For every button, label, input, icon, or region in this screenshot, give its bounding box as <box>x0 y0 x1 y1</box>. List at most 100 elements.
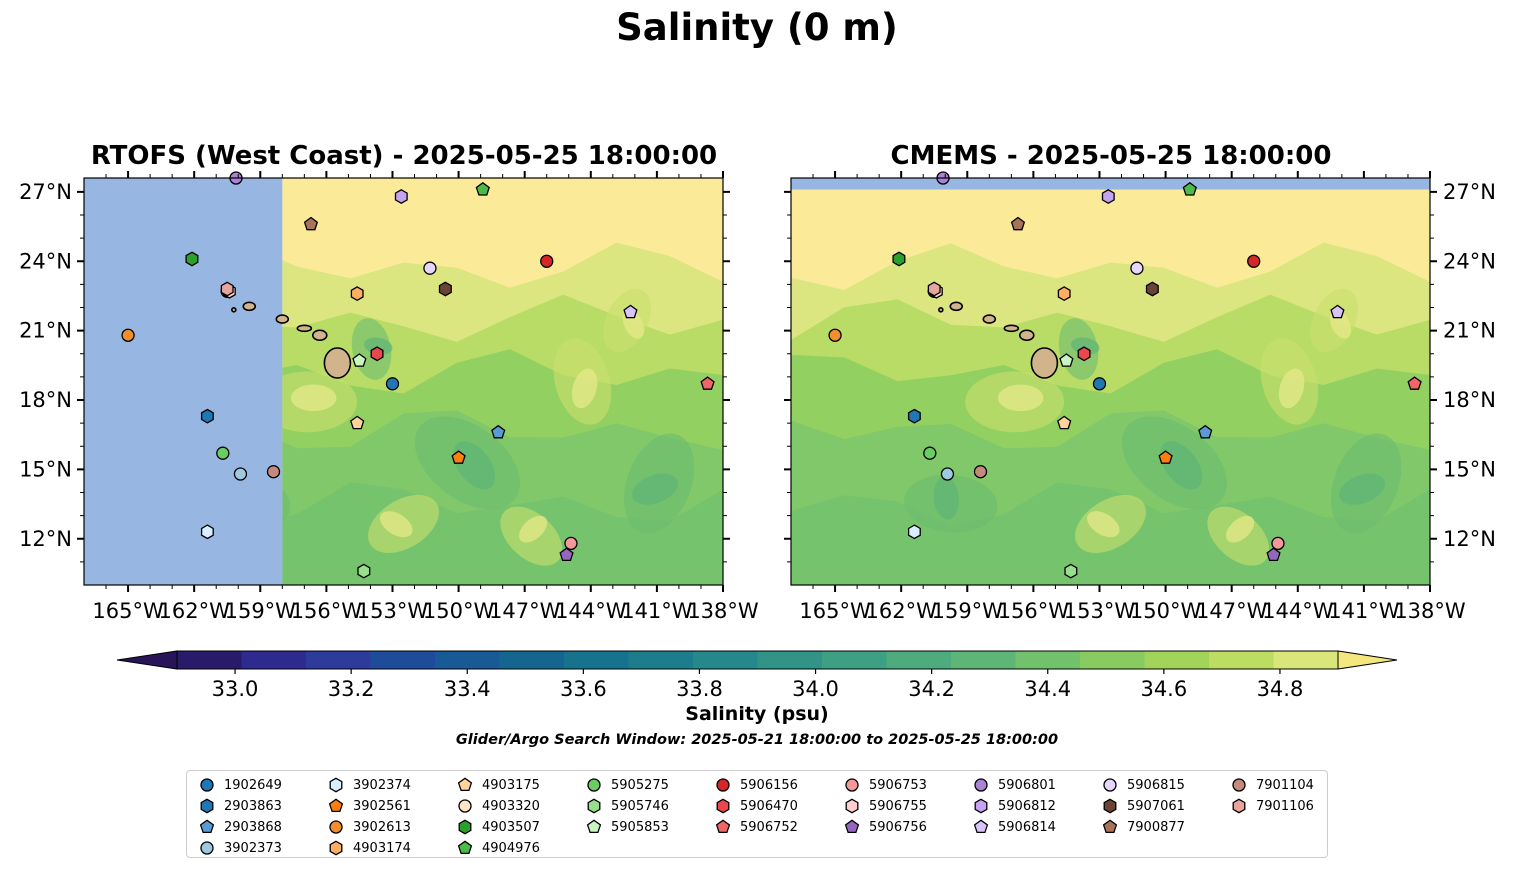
float-marker-7900877 <box>303 216 319 231</box>
colorbar-tick-label: 33.8 <box>676 677 723 701</box>
colorbar-segment <box>499 651 565 669</box>
float-marker-5906814 <box>623 304 638 319</box>
x-tick-label: 162°W <box>158 599 230 623</box>
legend-entry-7900877: 7900877 <box>1102 818 1185 836</box>
circle-marker-icon <box>1232 778 1246 792</box>
legend-label: 5907061 <box>1127 798 1185 814</box>
float-marker-5905746 <box>357 563 371 579</box>
float-marker-5906756 <box>844 819 860 834</box>
hexagon-marker-icon <box>716 798 730 814</box>
colorbar-tick-label: 34.6 <box>1140 677 1187 701</box>
colorbar-under-arrow <box>116 650 178 670</box>
x-tick-label: 138°W <box>1394 599 1466 623</box>
legend-entry-5905746: 5905746 <box>586 797 669 815</box>
legend-label: 5906756 <box>869 819 927 835</box>
legend-entry-5906470: 5906470 <box>715 797 798 815</box>
legend-label: 2903868 <box>224 819 282 835</box>
x-tick-label: 153°W <box>357 599 429 623</box>
float-marker-5907061 <box>438 281 452 297</box>
legend-label: 5905275 <box>611 777 669 793</box>
float-marker-3902373 <box>940 467 955 481</box>
x-tick-label: 150°W <box>423 599 495 623</box>
circle-marker-icon <box>329 820 343 834</box>
float-marker-5906814 <box>1330 304 1345 319</box>
rtofs-map-panel: 165°W162°W159°W156°W153°W150°W147°W144°W… <box>19 171 759 623</box>
legend-label: 5906753 <box>869 777 927 793</box>
float-marker-5905275 <box>587 778 601 792</box>
float-marker-3902374 <box>200 524 214 540</box>
float-marker-5906815 <box>1103 778 1117 792</box>
y-tick-label: 18°N <box>1443 388 1496 412</box>
float-marker-5905853 <box>1059 353 1074 367</box>
legend-entry-5906801: 5906801 <box>973 776 1056 794</box>
legend-entry-5906815: 5906815 <box>1102 776 1185 794</box>
float-marker-3902613 <box>329 820 343 834</box>
float-marker-5906753 <box>564 536 578 551</box>
float-marker-4903174 <box>329 840 343 856</box>
y-tick-label: 15°N <box>1443 457 1496 481</box>
float-marker-2903863 <box>200 408 214 424</box>
float-marker-2903863 <box>200 798 214 814</box>
y-tick-label: 12°N <box>1443 527 1496 551</box>
legend-label: 5906755 <box>869 798 927 814</box>
float-marker-2903868 <box>491 424 506 439</box>
colorbar-segment <box>241 651 307 669</box>
hexagon-marker-icon <box>329 777 343 793</box>
y-tick-label: 27°N <box>1443 180 1496 204</box>
x-tick-label: 147°W <box>1196 599 1268 623</box>
colorbar-tick-label: 34.2 <box>908 677 955 701</box>
float-marker-5905853 <box>352 353 367 367</box>
legend-entry-7901104: 7901104 <box>1231 776 1314 794</box>
colorbar-segment <box>951 651 1017 669</box>
pentagon-marker-icon <box>844 819 860 834</box>
float-marker-5905853 <box>586 819 602 834</box>
x-tick-label: 165°W <box>799 599 871 623</box>
legend-label: 4903174 <box>353 840 411 856</box>
float-marker-3902373 <box>233 467 248 481</box>
colorbar-segment <box>177 651 243 669</box>
legend-entry-3902613: 3902613 <box>328 818 411 836</box>
colorbar-segment <box>886 651 952 669</box>
float-marker-5906801 <box>974 778 988 792</box>
hexagon-marker-icon <box>329 840 343 856</box>
colorbar-over-arrow <box>1337 650 1398 670</box>
colorbar-segment <box>822 651 888 669</box>
x-tick-label: 141°W <box>621 599 693 623</box>
colorbar-tick-label: 34.4 <box>1024 677 1071 701</box>
search-window-caption: Glider/Argo Search Window: 2025-05-21 18… <box>455 732 1059 748</box>
float-marker-4903175 <box>1057 415 1072 430</box>
hawaii-island <box>323 347 352 379</box>
hawaii-island <box>1030 347 1059 379</box>
float-marker-5906470 <box>1077 346 1091 362</box>
float-marker-4903320 <box>458 799 472 813</box>
float-marker-7901104 <box>1232 778 1246 792</box>
pentagon-marker-icon <box>586 819 602 834</box>
legend-label: 1902649 <box>224 777 282 793</box>
hawaii-island <box>1018 329 1035 342</box>
x-tick-label: 141°W <box>1328 599 1400 623</box>
float-marker-7901106 <box>927 281 941 297</box>
legend-label: 7901104 <box>1256 777 1314 793</box>
float-marker-7900877 <box>1102 819 1118 834</box>
float-marker-3902613 <box>121 328 135 342</box>
legend-entry-4904976: 4904976 <box>457 839 540 857</box>
float-marker-1902649 <box>200 778 214 792</box>
circle-marker-icon <box>716 778 730 792</box>
y-tick-label: 21°N <box>1443 319 1496 343</box>
colorbar-segment <box>693 651 759 669</box>
hexagon-marker-icon <box>458 819 472 835</box>
float-marker-1902649 <box>1092 377 1107 391</box>
hawaii-island <box>938 307 944 313</box>
float-marker-5907061 <box>1145 281 1159 297</box>
colorbar-label: Salinity (psu) <box>685 703 829 725</box>
float-marker-4903507 <box>185 251 199 267</box>
colorbar-segment <box>435 651 501 669</box>
colorbar-tick-label: 34.0 <box>792 677 839 701</box>
float-marker-4903174 <box>1057 286 1071 302</box>
pentagon-marker-icon <box>457 777 473 792</box>
float-legend: 1902649 2903863 2903868 3902373 3902374 39025… <box>186 770 1328 858</box>
legend-entry-5906814: 5906814 <box>973 818 1056 836</box>
legend-entry-2903863: 2903863 <box>199 797 282 815</box>
float-marker-5906812 <box>974 798 988 814</box>
